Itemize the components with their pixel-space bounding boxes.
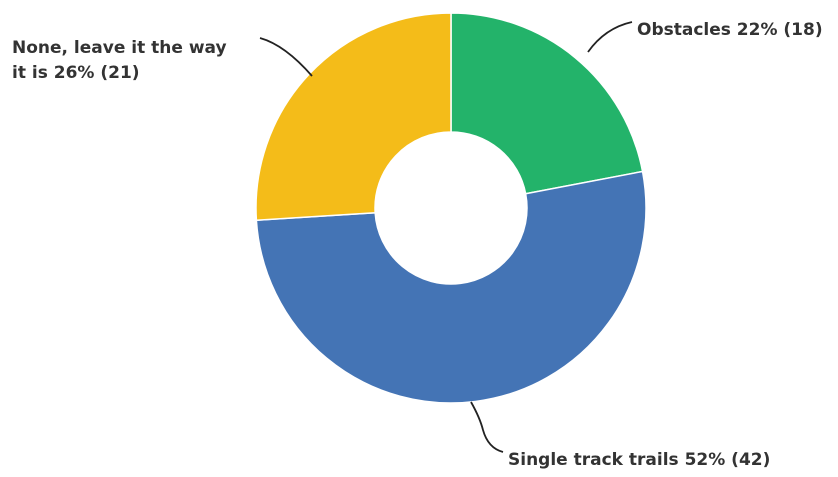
leader-line-none-leave-it-the-way-it-is [259,37,313,77]
slice-labels-layer: Obstacles 22% (18) Single track trails 52… [12,20,823,470]
slice-single-track-trails[interactable] [255,170,647,404]
leader-line-obstacles [587,21,633,53]
leader-line-single-track-trails [470,401,504,453]
leader-lines-layer [259,21,633,453]
slice-label-obstacles: Obstacles 22% (18) [637,20,823,40]
slice-label-single-track-trails: Single track trails 52% (42) [508,450,770,470]
slice-label-none-leave-it-the-way-it-is-line-2: it is 26% (21) [12,63,140,83]
slice-obstacles[interactable] [450,12,644,195]
slices-layer [255,12,647,404]
slice-none-leave-it-the-way-it-is[interactable] [255,12,452,222]
slice-label-none-leave-it-the-way-it-is-line-1: None, leave it the way [12,38,227,58]
